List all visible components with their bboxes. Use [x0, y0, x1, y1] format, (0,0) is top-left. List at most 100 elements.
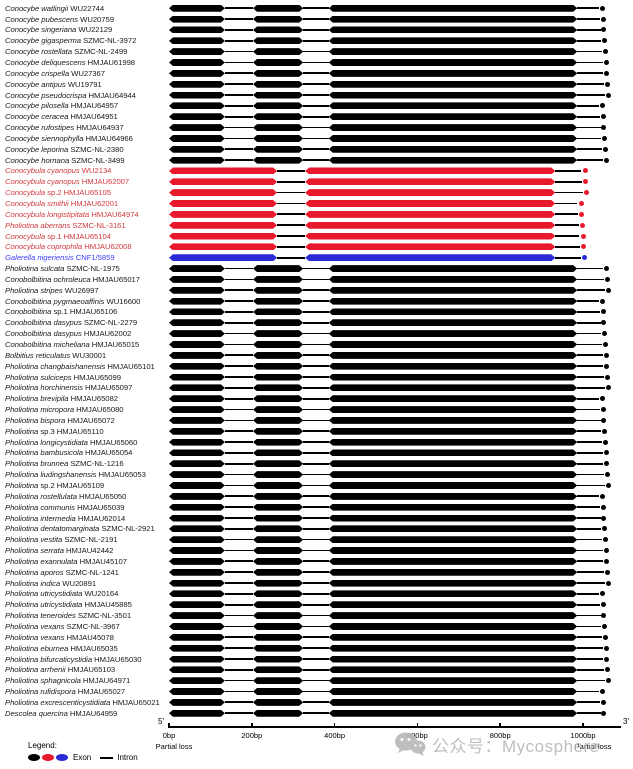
terminal-exon-dot: [604, 558, 610, 564]
species-label: Pholiotina horchinensis HMJAU65097: [5, 383, 133, 393]
exon-segment: [169, 688, 225, 695]
exon-segment: [329, 449, 577, 456]
terminal-exon-dot: [602, 49, 608, 55]
intron-segment: [303, 571, 329, 574]
intron-segment: [577, 473, 605, 476]
exon-segment: [169, 395, 225, 402]
intron-segment: [303, 278, 329, 281]
species-label: Conocybe deliquescens HMJAU61998: [5, 58, 136, 68]
exon-segment: [169, 26, 225, 33]
intron-segment: [303, 452, 329, 454]
terminal-exon-dot: [605, 678, 611, 684]
terminal-exon-dot: [604, 363, 610, 369]
intron-segment: [224, 137, 254, 140]
intron-segment: [577, 365, 604, 367]
intron-segment: [577, 625, 602, 628]
intron-segment: [224, 50, 254, 53]
intron-segment: [303, 311, 329, 313]
exon-segment: [329, 569, 577, 576]
terminal-exon-dot: [601, 515, 607, 521]
exon-segment: [329, 699, 577, 706]
intron-segment: [577, 386, 605, 389]
intron-segment: [577, 506, 600, 508]
intron-segment: [303, 300, 329, 302]
terminal-exon-dot: [602, 439, 608, 445]
exon-segment: [169, 471, 225, 478]
intron-segment: [224, 690, 254, 693]
species-label: Pholiotina eburnea HMJAU65035: [5, 643, 118, 653]
intron-segment: [277, 256, 306, 259]
intron-segment: [303, 538, 329, 541]
species-label: Pholiotina rostellulata HMJAU65050: [5, 491, 127, 501]
exon-segment: [169, 547, 225, 554]
exon-segment: [253, 135, 303, 142]
terminal-exon-dot: [600, 16, 606, 22]
terminal-exon-dot: [600, 504, 606, 510]
exon-segment: [169, 374, 225, 381]
terminal-exon-dot: [601, 320, 607, 326]
intron-segment: [303, 527, 329, 530]
intron-segment: [577, 61, 603, 64]
exon-segment: [253, 113, 303, 120]
exon-segment: [169, 482, 225, 489]
exon-segment: [169, 200, 277, 207]
exon-segment: [329, 547, 577, 554]
intron-segment: [303, 462, 329, 465]
intron-segment: [577, 137, 602, 140]
species-label: Pholiotina stripes WU26997: [5, 285, 99, 295]
exon-segment: [329, 482, 577, 489]
exon-segment: [329, 81, 577, 88]
intron-segment: [224, 441, 254, 443]
intron-segment: [577, 668, 605, 671]
exon-segment: [253, 319, 303, 326]
intron-segment: [577, 159, 603, 161]
exon-segment: [305, 178, 555, 185]
intron-segment: [303, 636, 329, 639]
exon-segment: [169, 265, 225, 272]
axis-tick: [333, 723, 336, 728]
exon-segment: [169, 330, 225, 337]
intron-segment: [303, 137, 329, 140]
terminal-exon-dot: [600, 591, 606, 597]
exon-segment: [169, 167, 277, 174]
intron-segment: [577, 571, 605, 574]
intron-segment: [577, 300, 600, 302]
exon-segment: [253, 374, 303, 381]
intron-segment: [224, 614, 254, 617]
intron-segment: [303, 354, 329, 357]
intron-segment: [224, 300, 254, 302]
intron-segment: [577, 105, 600, 107]
intron-segment: [224, 7, 254, 10]
species-label: Pholiotina bispora HMJAU65072: [5, 415, 115, 425]
exon-segment: [253, 298, 303, 305]
intron-segment: [224, 29, 254, 31]
exon-segment: [329, 634, 577, 641]
three-prime-label: 3': [623, 717, 629, 726]
exon-segment: [169, 146, 225, 153]
exon-segment: [253, 634, 303, 641]
exon-segment: [253, 428, 303, 435]
intron-segment: [224, 625, 254, 628]
terminal-exon-dot: [603, 645, 609, 651]
intron-segment: [303, 473, 329, 476]
exon-segment: [253, 645, 303, 652]
exon-segment: [169, 59, 225, 66]
legend-items: Exon Intron: [28, 753, 138, 762]
terminal-exon-dot: [601, 27, 607, 33]
exon-segment: [329, 146, 577, 153]
terminal-exon-dot: [600, 103, 606, 109]
terminal-exon-dot: [604, 276, 610, 282]
terminal-exon-dot: [603, 60, 609, 66]
species-label: Pholiotina utricystidiata WU20164: [5, 589, 119, 599]
exon-segment: [329, 623, 577, 630]
intron-segment: [303, 441, 329, 443]
exon-segment: [305, 211, 555, 218]
intron-segment: [555, 213, 578, 216]
intron-segment: [303, 126, 329, 129]
exon-segment: [253, 146, 303, 153]
intron-segment: [224, 354, 254, 357]
intron-segment: [303, 408, 329, 411]
terminal-exon-dot: [580, 233, 586, 239]
intron-segment: [224, 679, 254, 682]
